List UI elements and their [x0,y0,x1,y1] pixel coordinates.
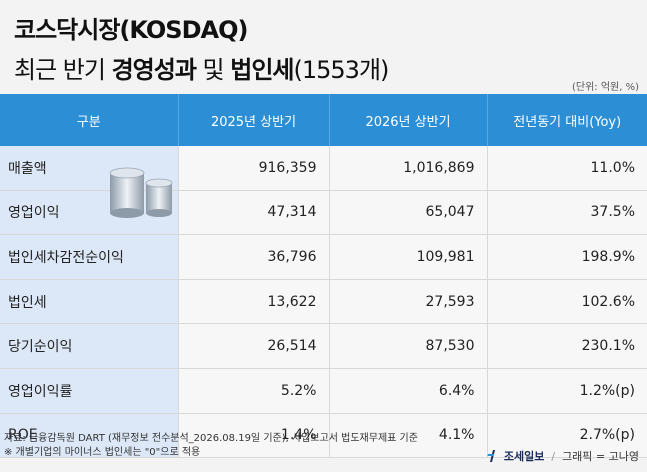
footnote-line: ※ 개별기업의 마이너스 법인세는 "0"으로 적용 [4,447,201,458]
page-title: 코스닥시장(KOSDAQ) [14,16,248,44]
credit: 조세일보 / 그래픽 = 고나영 [486,448,639,464]
table-row: 법인세차감전순이익 36,796 109,981 198.9% [0,234,647,280]
cell-2026: 1,016,869 [329,146,488,191]
cell-2026: 4.1% [329,413,488,459]
table-row: 법인세 13,622 27,593 102.6% [0,279,647,325]
subtitle-bold-performance: 경영성과 [111,56,197,84]
cell-2025: 916,359 [178,146,330,191]
cell-2025: 36,796 [178,234,330,280]
cell-yoy: 230.1% [487,323,647,369]
unit-note: (단위: 억원, %) [571,82,639,93]
cell-yoy: 102.6% [487,279,647,325]
row-label: 영업이익률 [0,368,179,414]
cell-2025: 5.2% [178,368,330,414]
cell-2026: 109,981 [329,234,488,280]
table-header-row: 구분 2025년 상반기 2026년 상반기 전년동기 대비(Yoy) [0,94,647,146]
cell-2025: 47,314 [178,190,330,236]
credit-separator: / [551,449,556,463]
subtitle-mid: 및 [195,56,231,84]
header-category: 구분 [0,94,179,146]
header-yoy: 전년동기 대비(Yoy) [487,94,647,146]
brand-logo-icon [487,450,495,462]
table-row: 영업이익률 5.2% 6.4% 1.2%(p) [0,368,647,414]
header-2026-h1: 2026년 상반기 [329,94,488,146]
cell-2025: 13,622 [178,279,330,325]
row-label: 법인세 [0,279,179,325]
table-row: 매출액 916,359 1,016,869 11.0% [0,146,647,191]
cell-2026: 87,530 [329,323,488,369]
cell-yoy: 2.7%(p) [487,413,647,459]
row-label: 영업이익 [0,190,179,236]
table-row: 당기순이익 26,514 87,530 230.1% [0,323,647,369]
brand-name: 조세일보 [503,450,545,463]
table-row: ROE 1.4% 4.1% 2.7%(p) [0,413,647,459]
coin-stack-icon [109,167,173,218]
cell-yoy: 1.2%(p) [487,368,647,414]
row-label: ROE [0,413,179,459]
cell-2026: 65,047 [329,190,488,236]
cell-2025: 26,514 [178,323,330,369]
table-row: 영업이익 47,314 65,047 37.5% [0,190,647,236]
subtitle-bold-tax: 법인세 [230,56,294,84]
cell-yoy: 11.0% [487,146,647,191]
subtitle-suffix: (1553개) [293,56,390,84]
source-note: 자료: 금융감독원 DART (재무정보 전수분석_2026.08.19일 기준… [4,432,418,460]
graphic-credit: 그래픽 = 고나영 [562,450,639,463]
cell-yoy: 198.9% [487,234,647,280]
row-label: 법인세차감전순이익 [0,234,179,280]
cell-2026: 6.4% [329,368,488,414]
cell-yoy: 37.5% [487,190,647,236]
subtitle-prefix: 최근 반기 [14,56,112,84]
page-subtitle: 최근 반기 경영성과 및 법인세(1553개) [14,50,390,85]
cell-2025: 1.4% [178,413,330,459]
row-label: 당기순이익 [0,323,179,369]
source-line: 자료: 금융감독원 DART (재무정보 전수분석_2026.08.19일 기준… [4,433,418,444]
header-2025-h1: 2025년 상반기 [178,94,330,146]
financial-table: 구분 2025년 상반기 2026년 상반기 전년동기 대비(Yoy) 매출액 … [0,94,647,459]
cell-2026: 27,593 [329,279,488,325]
